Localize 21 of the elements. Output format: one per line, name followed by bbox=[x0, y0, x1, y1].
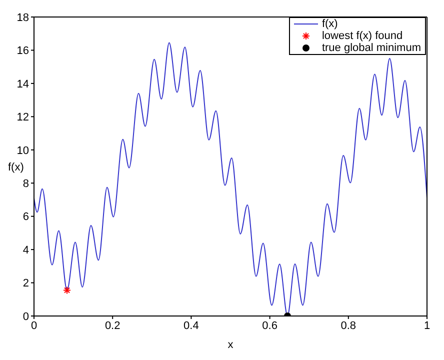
legend-label: f(x) bbox=[322, 18, 338, 30]
x-tick-label: 1 bbox=[424, 320, 430, 332]
x-tick-label: 0.2 bbox=[104, 320, 120, 332]
x-tick-label: 0.4 bbox=[184, 320, 199, 332]
x-axis-title: x bbox=[228, 339, 234, 351]
x-tick-label: 0 bbox=[30, 320, 38, 332]
y-tick-label: 0 bbox=[22, 310, 29, 323]
y-tick-label: 2 bbox=[22, 278, 29, 290]
y-tick-label: 16 bbox=[16, 45, 29, 58]
x-tick-label: 0.8 bbox=[340, 320, 356, 332]
y-axis-title: f(x) bbox=[8, 161, 24, 174]
y-tick-label: 18 bbox=[16, 12, 29, 24]
y-tick-label: 14 bbox=[16, 78, 29, 90]
y-tick-label: 4 bbox=[22, 244, 29, 256]
x-tick-label: 0.6 bbox=[262, 320, 278, 332]
legend-label: true global minimum bbox=[322, 42, 421, 54]
legend-label: lowest f(x) found bbox=[322, 30, 403, 42]
y-tick-label: 10 bbox=[16, 144, 29, 157]
y-tick-label: 8 bbox=[22, 178, 29, 190]
y-tick-label: 6 bbox=[22, 211, 29, 224]
y-tick-label: 12 bbox=[16, 112, 29, 124]
